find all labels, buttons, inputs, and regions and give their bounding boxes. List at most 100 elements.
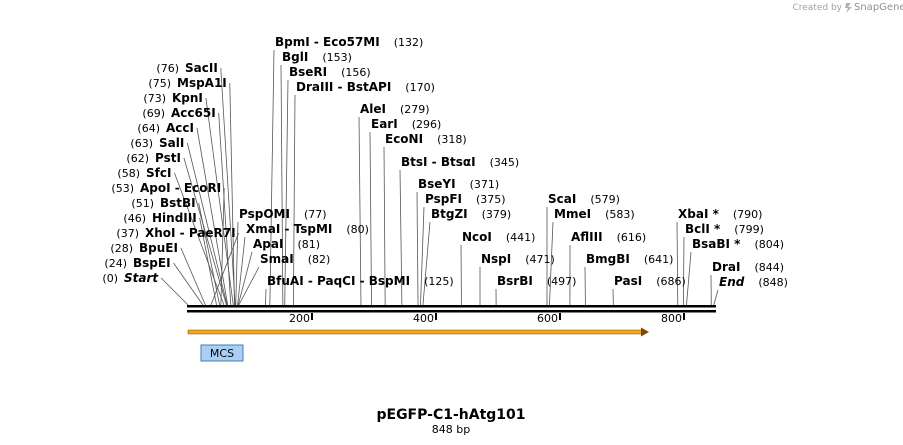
site-label[interactable]: NcoI (441) (462, 230, 535, 244)
enzyme-name: EarI (371, 117, 398, 131)
cut-line (199, 217, 217, 306)
enzyme-name: DraIII - BstAPI (296, 80, 391, 94)
cut-position: (62) (126, 152, 149, 165)
cut-line (422, 221, 431, 306)
site-label[interactable]: Acc65I (69) (142, 106, 215, 120)
site-label[interactable]: SalI (63) (130, 136, 184, 150)
snapgene-credit: Created by SnapGene (792, 2, 903, 13)
site-label[interactable]: ApoI - EcoRI (53) (111, 181, 221, 195)
site-label[interactable]: BspEI (24) (104, 256, 170, 270)
site-label[interactable]: BstBI (51) (131, 196, 195, 210)
site-label[interactable]: ApaI (81) (253, 237, 320, 251)
cut-line (713, 289, 719, 306)
cut-line (160, 277, 189, 306)
site-label[interactable]: BseYI (371) (418, 177, 499, 191)
site-label[interactable]: BglI (153) (282, 50, 352, 64)
site-label[interactable]: DraIII - BstAPI (170) (296, 80, 435, 94)
site-label[interactable]: BpuEI (28) (110, 241, 178, 255)
site-label[interactable]: BsrBI (497) (497, 274, 576, 288)
cut-position: (497) (547, 275, 577, 288)
site-label[interactable]: XmaI - TspMI (80) (246, 222, 369, 236)
enzyme-name: BglI (282, 50, 308, 64)
enzyme-name: MmeI (554, 207, 591, 221)
site-label[interactable]: BtgZI (379) (431, 207, 511, 221)
site-label[interactable]: BfuAI - PaqCI - BspMI (125) (267, 274, 454, 288)
site-label[interactable]: PspOMI (77) (239, 207, 327, 221)
site-label[interactable]: MmeI (583) (554, 207, 635, 221)
tick-label: 600 (537, 312, 558, 325)
site-label[interactable]: SfcI (58) (117, 166, 171, 180)
cut-position: (804) (754, 238, 784, 251)
site-label[interactable]: AleI (279) (360, 102, 430, 116)
site-label[interactable]: HindIII (46) (123, 211, 196, 225)
cut-position: (441) (506, 231, 536, 244)
site-label[interactable]: AccI (64) (137, 121, 194, 135)
cut-position: (686) (656, 275, 686, 288)
site-label[interactable]: ScaI (579) (548, 192, 620, 206)
site-label[interactable]: SacII (76) (156, 61, 217, 75)
cut-line (399, 169, 403, 306)
cut-position: (616) (617, 231, 647, 244)
enzyme-name: SalI (159, 136, 184, 150)
cut-position: (46) (123, 212, 146, 225)
cut-position: (69) (142, 107, 165, 120)
enzyme-name: PspFI (425, 192, 462, 206)
site-label[interactable]: KpnI (73) (143, 91, 203, 105)
cut-position: (471) (525, 253, 555, 266)
site-label[interactable]: End (848) (719, 275, 788, 289)
site-label[interactable]: BclI * (799) (685, 222, 764, 236)
credit-brand: SnapGene (854, 2, 903, 13)
cut-position: (82) (308, 253, 331, 266)
site-label[interactable]: SmaI (82) (260, 252, 330, 266)
enzyme-name: BmgBI (586, 252, 630, 266)
cut-position: (63) (130, 137, 153, 150)
cut-line (293, 94, 296, 306)
enzyme-name: BpmI - Eco57MI (275, 35, 380, 49)
cut-position: (153) (322, 51, 352, 64)
site-label[interactable]: EcoNI (318) (385, 132, 467, 146)
cut-line (284, 79, 289, 306)
cut-line (416, 191, 419, 306)
cut-line (220, 67, 236, 306)
cut-line (229, 82, 235, 306)
site-label[interactable]: BseRI (156) (289, 65, 371, 79)
site-label[interactable]: XbaI * (790) (678, 207, 762, 221)
cut-position: (641) (644, 253, 674, 266)
cut-position: (80) (346, 223, 369, 236)
site-label[interactable]: DraI (844) (712, 260, 784, 274)
cut-line (265, 288, 267, 306)
site-label[interactable]: NspI (471) (481, 252, 555, 266)
site-label[interactable]: BtsI - BtsαI (345) (401, 155, 519, 169)
site-label[interactable]: PasI (686) (614, 274, 686, 288)
enzyme-name: PasI (614, 274, 642, 288)
cut-position: (583) (605, 208, 635, 221)
cut-position: (790) (733, 208, 763, 221)
enzyme-name: Start (124, 271, 159, 285)
site-label[interactable]: BpmI - Eco57MI (132) (275, 35, 423, 49)
enzyme-name: XmaI - TspMI (246, 222, 332, 236)
site-label[interactable]: XhoI - PaeR7I (37) (116, 226, 235, 240)
cut-position: (73) (143, 92, 166, 105)
snapgene-logo-icon (845, 3, 852, 13)
site-label[interactable]: MspA1I (75) (148, 76, 226, 90)
site-label[interactable]: AflIII (616) (571, 230, 646, 244)
cut-line (686, 251, 692, 306)
site-label[interactable]: BmgBI (641) (586, 252, 673, 266)
enzyme-name: BseYI (418, 177, 456, 191)
site-label[interactable]: Start (0) (102, 271, 159, 285)
map-length: 848 bp (432, 423, 470, 436)
cut-position: (51) (131, 197, 154, 210)
site-label[interactable]: PspFI (375) (425, 192, 506, 206)
site-label[interactable]: BsaBI * (804) (692, 237, 784, 251)
enzyme-name: BspEI (133, 256, 171, 270)
cut-line (238, 266, 260, 306)
cut-position: (64) (137, 122, 160, 135)
enzyme-name: XbaI * (678, 207, 720, 221)
enzyme-name: AleI (360, 102, 386, 116)
enzyme-name: BsaBI * (692, 237, 741, 251)
enzyme-name: BfuAI - PaqCI - BspMI (267, 274, 410, 288)
mcs-feature[interactable]: MCS (200, 344, 244, 362)
site-label[interactable]: EarI (296) (371, 117, 441, 131)
cut-position: (848) (758, 276, 788, 289)
site-label[interactable]: PstI (62) (126, 151, 181, 165)
